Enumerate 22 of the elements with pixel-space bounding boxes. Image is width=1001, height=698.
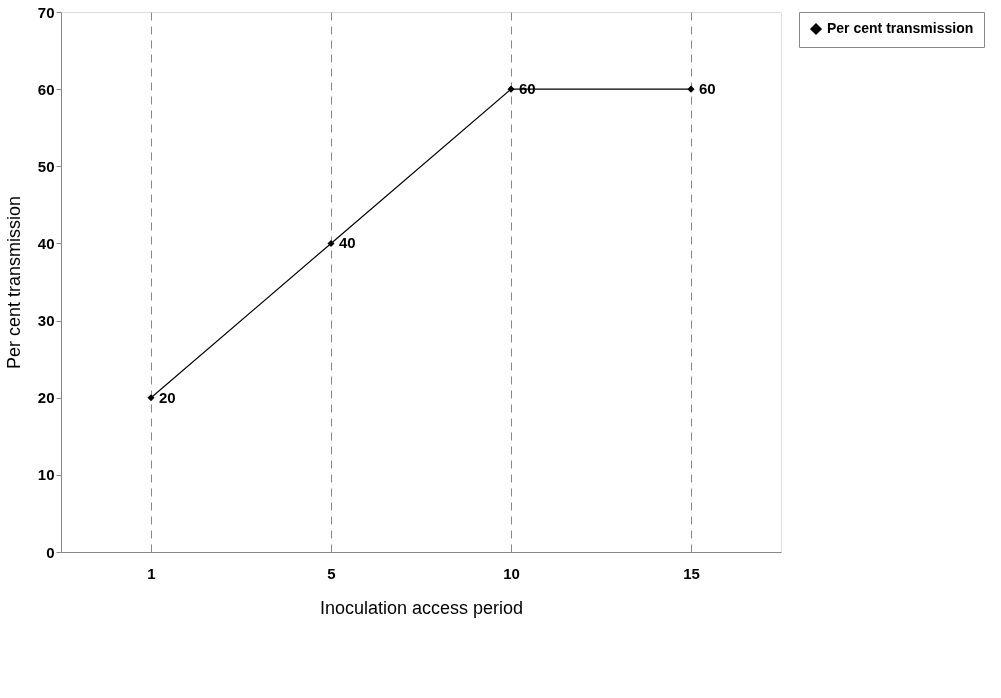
data-label: 60 <box>699 80 716 98</box>
point <box>507 85 515 93</box>
y-axis-title: Per cent transmission <box>3 195 24 370</box>
y-tick-label: 30 <box>37 312 55 330</box>
x-tick-label: 15 <box>683 564 700 582</box>
x-tick-label: 1 <box>147 564 156 582</box>
data-label: 40 <box>339 234 356 252</box>
point <box>687 85 695 93</box>
x-tick-label: 5 <box>327 564 336 582</box>
y-tick-label: 60 <box>37 80 55 98</box>
point <box>147 394 155 402</box>
x-tick-label: 10 <box>503 564 520 582</box>
y-tick-label: 20 <box>37 389 55 407</box>
legend-label: Per cent transmission <box>827 20 974 36</box>
y-tick-label: 50 <box>37 157 55 175</box>
y-tick-label: 10 <box>37 466 55 484</box>
data-label: 20 <box>159 388 176 406</box>
point <box>327 239 335 247</box>
x-axis-title: Inoculation access period <box>319 597 524 618</box>
y-tick-label: 0 <box>46 543 55 561</box>
y-tick-label: 70 <box>37 3 55 21</box>
y-tick-label: 40 <box>37 234 55 252</box>
